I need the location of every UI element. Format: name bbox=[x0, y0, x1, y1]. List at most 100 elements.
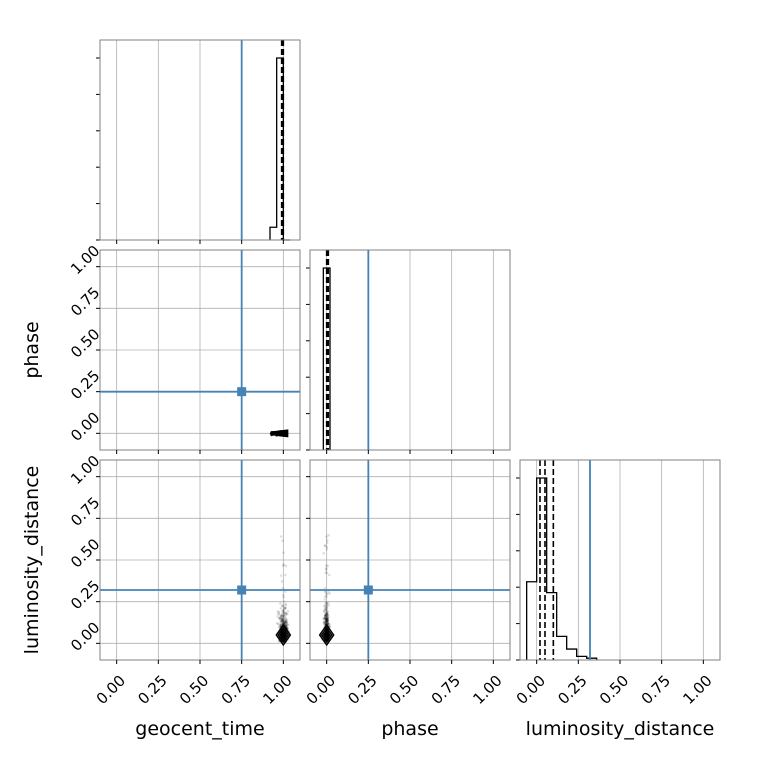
sample-point bbox=[284, 617, 287, 621]
sample-point bbox=[326, 614, 329, 618]
sample-point bbox=[324, 613, 328, 616]
x-tick-label: 1.00 bbox=[469, 672, 505, 708]
sample-point bbox=[327, 573, 331, 577]
sample-point bbox=[327, 622, 331, 626]
sample-point bbox=[283, 590, 287, 593]
sample-point bbox=[324, 619, 328, 623]
sample-point bbox=[323, 615, 327, 618]
sample-point bbox=[326, 622, 330, 625]
sample-point bbox=[325, 620, 328, 623]
sample-point bbox=[323, 595, 327, 598]
sample-point bbox=[325, 618, 328, 621]
sample-point bbox=[282, 608, 286, 612]
sample-point bbox=[280, 612, 284, 615]
sample-point bbox=[325, 571, 329, 575]
density-peak bbox=[280, 632, 286, 638]
sample-point bbox=[277, 610, 281, 614]
sample-point bbox=[323, 621, 327, 624]
y-axis-label-luminosity_distance: luminosity_distance bbox=[21, 466, 43, 655]
axis-labels: geocent_time phase luminosity_distancephas… bbox=[21, 321, 714, 740]
sample-point bbox=[324, 567, 328, 570]
x-axis-label-geocent_time: geocent_time bbox=[135, 718, 264, 740]
sample-point bbox=[282, 604, 285, 607]
sample-point bbox=[276, 610, 280, 613]
sample-point bbox=[281, 586, 285, 590]
sample-point bbox=[276, 622, 280, 626]
x-tick-label: 0.00 bbox=[303, 672, 339, 708]
sample-point bbox=[278, 617, 282, 620]
sample-point bbox=[283, 618, 287, 622]
sample-point bbox=[282, 613, 286, 616]
sample-point bbox=[282, 614, 285, 617]
sample-point bbox=[285, 624, 288, 627]
sample-point bbox=[323, 622, 327, 626]
sample-point bbox=[284, 621, 287, 625]
sample-point bbox=[279, 535, 283, 538]
sample-point bbox=[325, 620, 328, 623]
sample-point bbox=[280, 614, 283, 617]
sample-point bbox=[324, 617, 328, 620]
density-contour bbox=[318, 623, 335, 647]
sample-point bbox=[286, 626, 289, 630]
x-axis-label-phase: phase bbox=[381, 718, 438, 740]
sample-point bbox=[325, 612, 328, 615]
x-tick-label: 0.25 bbox=[554, 672, 590, 708]
x-tick-label: 0.25 bbox=[344, 672, 380, 708]
sample-point bbox=[284, 606, 287, 610]
sample-point bbox=[282, 600, 286, 604]
sample-point bbox=[279, 602, 282, 605]
sample-point bbox=[325, 564, 328, 567]
x-tick-label: 0.75 bbox=[638, 672, 674, 708]
sample-point bbox=[325, 611, 328, 615]
sample-point bbox=[324, 614, 328, 617]
sample-point bbox=[323, 614, 327, 617]
sample-point bbox=[323, 616, 327, 620]
sample-point bbox=[325, 547, 329, 551]
sample-point bbox=[279, 620, 282, 624]
sample-point bbox=[326, 620, 330, 623]
sample-point bbox=[324, 571, 328, 574]
sample-point bbox=[322, 622, 326, 625]
x-tick-label: 0.00 bbox=[93, 672, 129, 708]
sample-point bbox=[325, 603, 328, 606]
sample-point bbox=[284, 621, 287, 624]
sample-point bbox=[284, 602, 288, 606]
sample-point bbox=[285, 622, 289, 626]
sample-point bbox=[281, 617, 284, 621]
sample-point bbox=[281, 619, 284, 622]
sample-point bbox=[327, 615, 330, 619]
sample-point bbox=[280, 619, 283, 623]
sample-point bbox=[325, 612, 329, 616]
sample-point bbox=[282, 611, 286, 614]
sample-point bbox=[327, 533, 330, 537]
sample-point bbox=[328, 592, 331, 595]
sample-point bbox=[322, 621, 326, 625]
sample-point bbox=[323, 587, 327, 590]
sample-point bbox=[284, 604, 288, 607]
sample-point bbox=[282, 611, 285, 614]
sample-point bbox=[283, 606, 287, 610]
sample-point bbox=[284, 611, 287, 615]
sample-point bbox=[326, 541, 329, 545]
sample-point bbox=[325, 621, 329, 625]
sample-point bbox=[324, 608, 328, 612]
sample-point bbox=[324, 617, 328, 621]
sample-point bbox=[287, 623, 290, 627]
sample-point bbox=[323, 619, 327, 623]
sample-point bbox=[325, 618, 328, 621]
y-tick-label: 0.00 bbox=[67, 618, 103, 654]
y-tick-label: 0.75 bbox=[67, 493, 103, 529]
sample-point bbox=[326, 619, 330, 623]
sample-point bbox=[325, 617, 329, 620]
sample-point bbox=[284, 620, 288, 624]
x-tick-label: 0.75 bbox=[428, 672, 464, 708]
y-tick-label: 0.25 bbox=[67, 367, 103, 403]
sample-point bbox=[324, 616, 328, 620]
sample-point bbox=[280, 617, 284, 621]
sample-point bbox=[282, 620, 286, 624]
sample-point bbox=[325, 617, 328, 621]
y-axis-label-phase: phase bbox=[21, 321, 43, 378]
x-tick-label: 1.00 bbox=[259, 672, 295, 708]
sample-point bbox=[325, 622, 328, 625]
